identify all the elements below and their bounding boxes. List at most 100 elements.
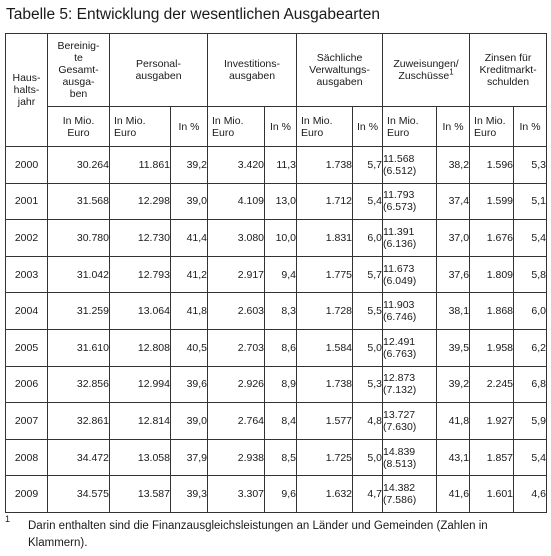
finanzausgleich-value: (6.763) xyxy=(383,347,417,360)
zuweisungen-value: 11.568 xyxy=(383,152,415,165)
zinsen-cell: 1.857 xyxy=(469,438,515,477)
invest-cell: 2.917 xyxy=(207,255,266,294)
zuweisungen-pct-cell: 41,8 xyxy=(436,402,471,440)
zinsen-cell: 1.676 xyxy=(469,219,515,257)
table-row: 2007 32.861 12.814 39,0 2.764 8,4 1.577 4,8 13.7… xyxy=(5,402,548,440)
personal-pct-cell: 40,5 xyxy=(169,328,209,367)
invest-pct-cell: 8,9 xyxy=(264,365,298,404)
zinsen-cell: 1.809 xyxy=(469,255,515,294)
verwaltung-pct-cell: 5,5 xyxy=(352,292,384,330)
zinsen-cell: 1.958 xyxy=(469,328,515,367)
finanzausgleich-value: (6.136) xyxy=(383,237,417,250)
year-cell: 2003 xyxy=(5,255,48,294)
unit-mio-euro: In Mio. Euro xyxy=(382,106,438,147)
total-cell: 31.042 xyxy=(47,255,110,294)
total-cell: 30.264 xyxy=(47,146,110,184)
verwaltung-cell: 1.584 xyxy=(296,328,354,367)
footnote-number: 1 xyxy=(5,514,11,524)
zuweisungen-pct-cell: 38,1 xyxy=(436,292,471,330)
verwaltung-pct-cell: 5,0 xyxy=(352,328,384,367)
finanzausgleich-value: (7.586) xyxy=(383,494,417,507)
total-cell: 31.568 xyxy=(47,182,110,221)
invest-cell: 2.764 xyxy=(207,402,266,440)
verwaltung-cell: 1.577 xyxy=(296,402,354,440)
zuweisungen-pct-cell: 41,6 xyxy=(436,475,471,513)
verwaltung-cell: 1.725 xyxy=(296,438,354,477)
invest-pct-cell: 8,5 xyxy=(264,438,298,477)
personal-pct-cell: 39,0 xyxy=(169,402,209,440)
total-cell: 34.472 xyxy=(47,438,110,477)
zuweisungen-cell: 11.568 (6.512) xyxy=(382,146,438,184)
year-cell: 2001 xyxy=(5,182,48,221)
header-row-main: Haus-halts-jahr Bereinig-te Gesamt-ausga-… xyxy=(5,33,548,147)
zuweisungen-value: 12.491 xyxy=(383,335,416,348)
personal-cell: 12.793 xyxy=(109,255,171,294)
zuweisungen-value: 11.903 xyxy=(383,299,415,312)
invest-cell: 2.926 xyxy=(207,365,266,404)
zuweisungen-cell: 11.391 (6.136) xyxy=(382,219,438,257)
zinsen-pct-cell: 5,9 xyxy=(513,402,548,440)
zuweisungen-pct-cell: 37,0 xyxy=(436,219,471,257)
total-cell: 31.610 xyxy=(47,328,110,367)
zuweisungen-value: 11.793 xyxy=(383,189,415,202)
invest-cell: 2.603 xyxy=(207,292,266,330)
invest-pct-cell: 8,6 xyxy=(264,328,298,367)
header-zinsen: Zinsen für Kreditmarkt-schulden xyxy=(469,33,548,107)
unit-percent: In % xyxy=(513,106,548,147)
verwaltung-cell: 1.831 xyxy=(296,219,354,257)
zinsen-cell: 1.868 xyxy=(469,292,515,330)
personal-pct-cell: 39,6 xyxy=(169,365,209,404)
zuweisungen-cell: 11.673 (6.049) xyxy=(382,255,438,294)
zuweisungen-value: 13.727 xyxy=(383,408,416,421)
expenditure-table: Haus-halts-jahr Bereinig-te Gesamt-ausga-… xyxy=(5,33,548,513)
zinsen-pct-cell: 6,2 xyxy=(513,328,548,367)
footnote-text: Darin enthalten sind die Finanzausgleich… xyxy=(28,520,488,549)
zuweisungen-cell: 11.903 (6.746) xyxy=(382,292,438,330)
year-cell: 2008 xyxy=(5,438,48,477)
zinsen-pct-cell: 6,8 xyxy=(513,365,548,404)
zuweisungen-value: 11.391 xyxy=(383,225,415,238)
zinsen-pct-cell: 5,4 xyxy=(513,438,548,477)
zuweisungen-pct-cell: 38,2 xyxy=(436,146,471,184)
year-cell: 2007 xyxy=(5,402,48,440)
zinsen-cell: 2.245 xyxy=(469,365,515,404)
personal-cell: 12.808 xyxy=(109,328,171,367)
total-cell: 34.575 xyxy=(47,475,110,513)
header-invest: Investitions-ausgaben xyxy=(207,33,298,107)
table-row: 2001 31.568 12.298 39,0 4.109 13,0 1.712 5,4 11.… xyxy=(5,182,548,221)
year-cell: 2005 xyxy=(5,328,48,367)
total-cell: 31.259 xyxy=(47,292,110,330)
zuweisungen-value: 12.873 xyxy=(383,372,416,385)
invest-cell: 2.703 xyxy=(207,328,266,367)
table-row: 2002 30.780 12.730 41,4 3.080 10,0 1.831 6,0 11.… xyxy=(5,219,548,257)
personal-cell: 12.814 xyxy=(109,402,171,440)
personal-cell: 12.298 xyxy=(109,182,171,221)
personal-pct-cell: 39,0 xyxy=(169,182,209,221)
year-cell: 2006 xyxy=(5,365,48,404)
personal-cell: 12.730 xyxy=(109,219,171,257)
year-cell: 2009 xyxy=(5,475,48,513)
invest-pct-cell: 8,4 xyxy=(264,402,298,440)
verwaltung-cell: 1.738 xyxy=(296,146,354,184)
unit-mio-euro: In Mio. Euro xyxy=(296,106,354,147)
verwaltung-cell: 1.738 xyxy=(296,365,354,404)
finanzausgleich-value: (8.513) xyxy=(383,457,417,470)
verwaltung-cell: 1.728 xyxy=(296,292,354,330)
zinsen-cell: 1.599 xyxy=(469,182,515,221)
header-verwaltung: Sächliche Verwaltungs-ausgaben xyxy=(296,33,384,107)
verwaltung-pct-cell: 5,0 xyxy=(352,438,384,477)
verwaltung-pct-cell: 6,0 xyxy=(352,219,384,257)
unit-mio-euro: In Mio. Euro xyxy=(469,106,515,147)
invest-pct-cell: 11,3 xyxy=(264,146,298,184)
personal-cell: 13.064 xyxy=(109,292,171,330)
invest-pct-cell: 10,0 xyxy=(264,219,298,257)
total-cell: 32.861 xyxy=(47,402,110,440)
table-row: 2004 31.259 13.064 41,8 2.603 8,3 1.728 5,5 11.9… xyxy=(5,292,548,330)
finanzausgleich-value: (7.132) xyxy=(383,384,417,397)
zuweisungen-pct-cell: 37,4 xyxy=(436,182,471,221)
zuweisungen-pct-cell: 43,1 xyxy=(436,438,471,477)
verwaltung-pct-cell: 5,4 xyxy=(352,182,384,221)
zuweisungen-pct-cell: 37,6 xyxy=(436,255,471,294)
zinsen-pct-cell: 6,0 xyxy=(513,292,548,330)
table-row: 2009 34.575 13.587 39,3 3.307 9,6 1.632 4,7 14.3… xyxy=(5,475,548,513)
